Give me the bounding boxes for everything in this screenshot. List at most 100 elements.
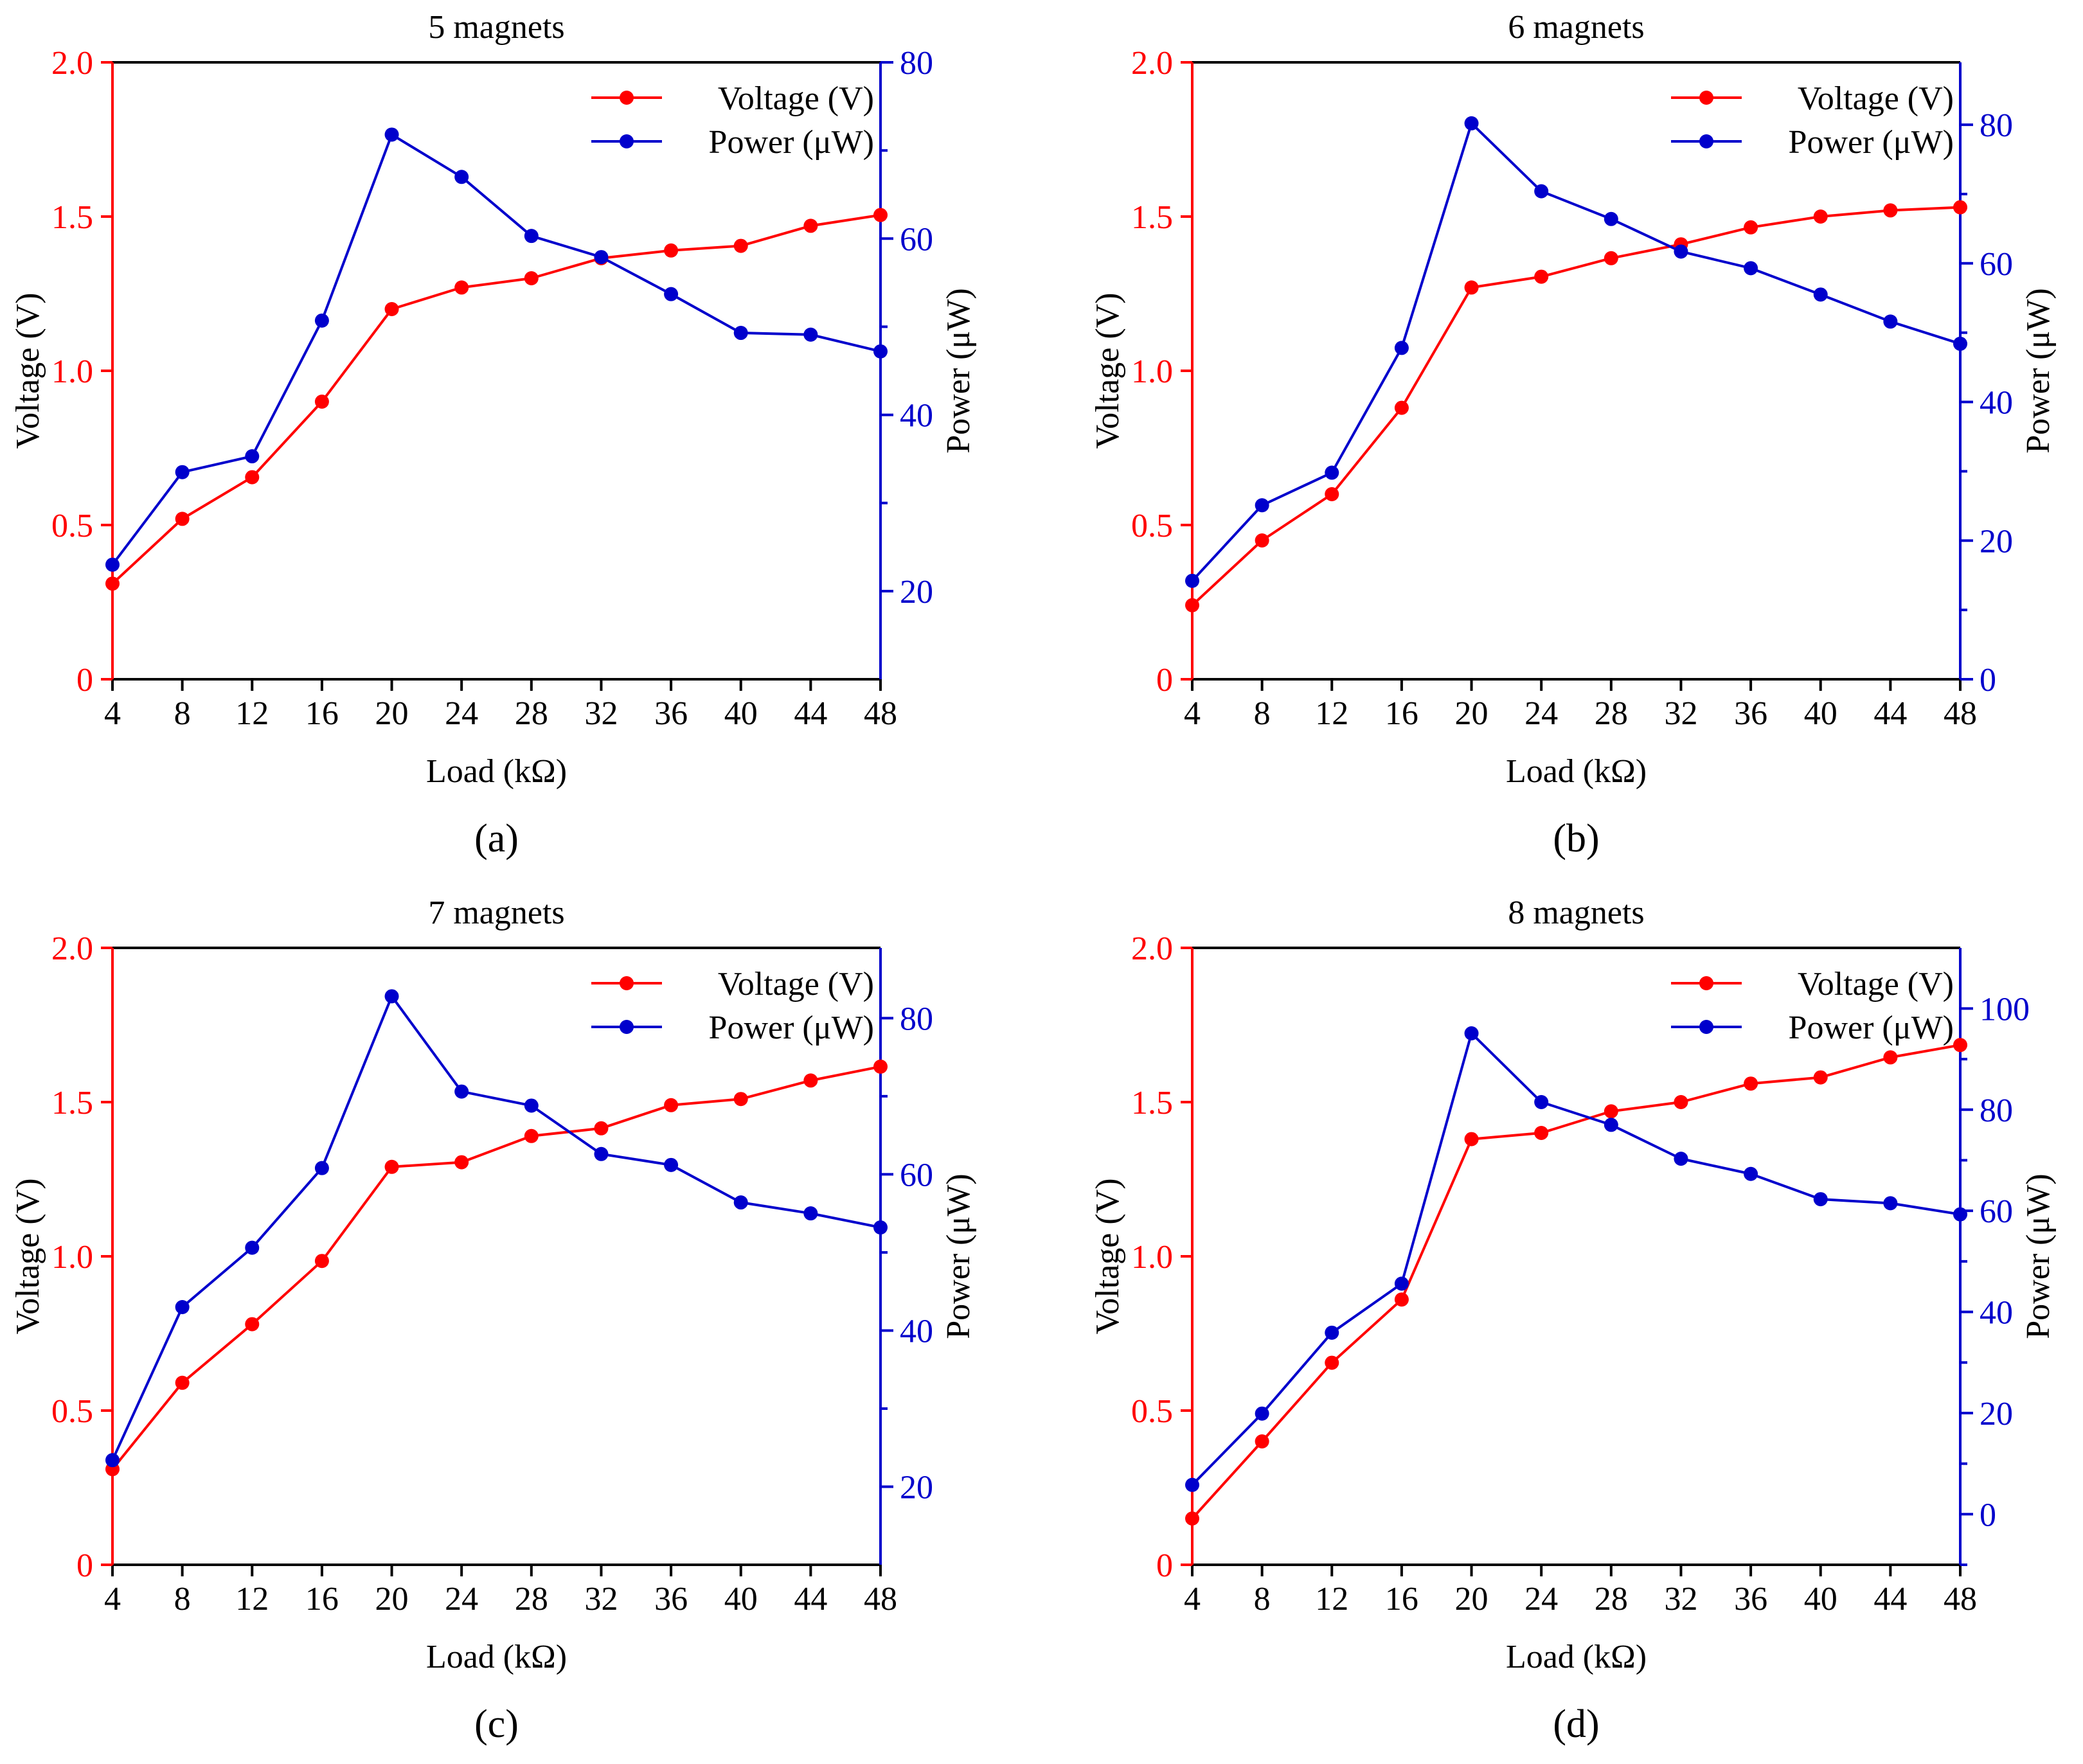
x-tick-label: 48 (864, 1581, 897, 1617)
x-tick-label: 28 (515, 1581, 548, 1617)
voltage-data-point (175, 1375, 190, 1390)
voltage-data-point (314, 395, 329, 409)
left-y-tick-label: 0 (1156, 1547, 1173, 1584)
power-series-line (111, 995, 881, 1461)
chart-title: 6 magnets (1508, 9, 1644, 46)
voltage-data-point (733, 1092, 748, 1107)
x-tick-label: 44 (1873, 1581, 1907, 1617)
right-y-axis-title: Power (μW) (940, 288, 977, 453)
voltage-data-point (105, 576, 120, 591)
voltage-data-point (1883, 1050, 1898, 1065)
voltage-data-point (245, 470, 260, 485)
voltage-data-point (175, 512, 190, 526)
x-tick-label: 20 (1455, 1581, 1488, 1617)
right-y-tick-label: 40 (900, 398, 933, 434)
right-y-axis-title: Power (μW) (940, 1173, 977, 1339)
right-y-tick-label: 20 (1980, 523, 2013, 560)
power-data-point (733, 1195, 748, 1210)
left-y-axis-title: Voltage (V) (10, 292, 46, 449)
x-tick-label: 4 (104, 1581, 121, 1617)
power-data-point (1744, 1166, 1758, 1181)
voltage-data-point (1325, 1355, 1339, 1370)
x-tick-label: 4 (1184, 1581, 1201, 1617)
power-data-point (524, 1098, 539, 1113)
x-tick-label: 44 (1873, 695, 1907, 732)
voltage-data-point (1813, 1070, 1828, 1085)
x-tick-label: 24 (445, 695, 478, 732)
voltage-series-line (1191, 206, 1961, 607)
voltage-data-point (1185, 598, 1199, 612)
x-tick-label: 24 (1524, 1581, 1558, 1617)
legend-marker (1699, 91, 1713, 105)
panel-label: (c) (474, 1702, 519, 1746)
power-data-point (1744, 261, 1758, 276)
left-y-tick-label: 1.5 (51, 199, 93, 236)
power-data-point (1883, 1196, 1898, 1211)
power-data-point (314, 313, 329, 328)
legend-label: Voltage (V) (718, 966, 874, 1002)
x-tick-label: 16 (1385, 1581, 1418, 1617)
voltage-data-point (803, 218, 818, 233)
power-data-point (664, 1157, 679, 1172)
power-data-point (1325, 1325, 1339, 1340)
voltage-data-point (454, 1155, 469, 1170)
x-tick-label: 36 (1734, 1581, 1767, 1617)
x-tick-label: 20 (1455, 695, 1488, 732)
voltage-data-point (1185, 1511, 1199, 1526)
x-tick-label: 28 (1595, 695, 1628, 732)
voltage-data-point (1604, 251, 1618, 265)
voltage-data-point (664, 1098, 679, 1112)
left-y-tick-label: 1.0 (1131, 353, 1173, 390)
left-y-tick-label: 0.5 (51, 508, 93, 544)
legend-marker (620, 976, 634, 990)
power-data-point (873, 1220, 888, 1235)
voltage-data-point (1464, 280, 1479, 295)
right-y-tick-label: 60 (1980, 1193, 2013, 1230)
left-y-tick-label: 1.5 (1131, 199, 1173, 236)
x-tick-label: 36 (654, 1581, 688, 1617)
right-y-tick-label: 60 (900, 221, 933, 258)
voltage-data-point (1255, 1434, 1269, 1448)
power-data-point (384, 127, 399, 142)
power-data-point (105, 1453, 120, 1468)
power-data-point (594, 1146, 609, 1161)
legend-marker (620, 1020, 634, 1034)
x-tick-label: 20 (375, 695, 409, 732)
left-y-axis-title: Voltage (V) (1089, 292, 1126, 449)
right-y-tick-label: 60 (1980, 246, 2013, 283)
power-data-point (1674, 244, 1688, 259)
x-tick-label: 40 (724, 695, 758, 732)
chart-title: 7 magnets (428, 895, 564, 931)
left-y-tick-label: 2.0 (51, 45, 93, 82)
x-axis-title: Load (kΩ) (1506, 1639, 1647, 1675)
power-data-point (1604, 1118, 1618, 1132)
left-y-tick-label: 2.0 (1131, 931, 1173, 967)
right-y-axis-title: Power (μW) (2020, 1173, 2057, 1339)
left-y-tick-label: 0 (76, 1547, 93, 1584)
power-series-line (111, 133, 881, 566)
voltage-data-point (1464, 1132, 1479, 1146)
right-y-tick-label: 80 (900, 1001, 933, 1037)
x-tick-label: 32 (584, 1581, 618, 1617)
power-data-point (873, 344, 888, 359)
right-y-tick-label: 80 (1980, 107, 2013, 144)
legend-label: Voltage (V) (1798, 966, 1954, 1002)
right-y-tick-label: 100 (1980, 991, 2030, 1028)
right-y-tick-label: 80 (1980, 1092, 2013, 1129)
power-data-point (1813, 1192, 1828, 1207)
x-tick-label: 8 (1254, 695, 1271, 732)
voltage-data-point (873, 1059, 888, 1074)
x-tick-label: 4 (1184, 695, 1201, 732)
right-y-tick-label: 80 (900, 45, 933, 82)
x-tick-label: 32 (1664, 1581, 1697, 1617)
power-data-point (245, 1240, 260, 1255)
x-tick-label: 36 (1734, 695, 1767, 732)
legend-label: Power (μW) (709, 1010, 874, 1046)
x-tick-label: 8 (174, 695, 191, 732)
power-data-point (1953, 336, 1967, 351)
legend-label: Power (μW) (1789, 1010, 1954, 1046)
voltage-data-point (1674, 1095, 1688, 1109)
power-data-point (1394, 1276, 1409, 1291)
